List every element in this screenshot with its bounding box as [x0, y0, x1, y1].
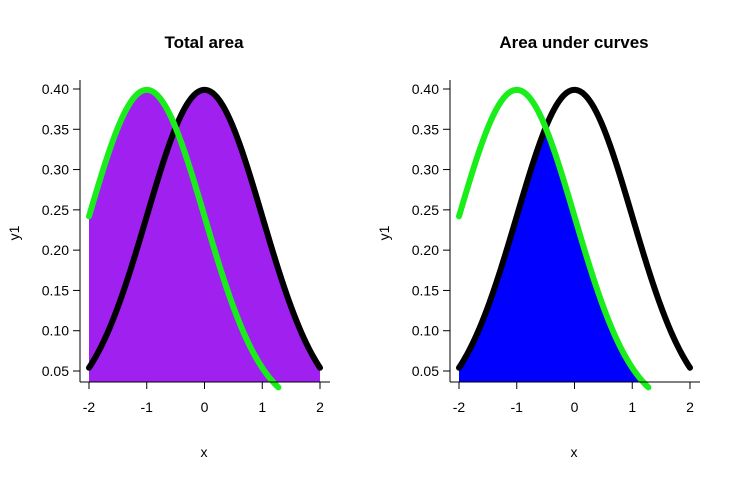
- y-tick-label: 0.30: [412, 162, 439, 178]
- filled-area: [89, 89, 320, 382]
- chart-area-under-curves: Area under curves x y1 -2 -1 0 1 2 0.05 0.10 0.…: [376, 33, 700, 460]
- y-tick-label: 0.35: [412, 121, 439, 137]
- y-tick-label: 0.40: [42, 81, 69, 97]
- y-tick-label: 0.05: [412, 363, 439, 379]
- y-tick-label: 0.10: [42, 323, 69, 339]
- x-tick-label: -2: [453, 399, 466, 415]
- plot-clip: [440, 382, 700, 423]
- plot-area: -2 -1 0 1 2 0.05 0.10 0.15 0.20 0.25 0.30 0.35 0.40: [42, 80, 330, 423]
- y-tick-label: 0.20: [42, 242, 69, 258]
- plot-area: -2 -1 0 1 2 0.05 0.10 0.15 0.20 0.25 0.30 0.35 0.40: [412, 80, 700, 423]
- x-tick-label: 0: [571, 399, 579, 415]
- y-tick-label: 0.15: [42, 282, 69, 298]
- x-tick-label: 1: [628, 399, 636, 415]
- y-tick-label: 0.05: [42, 363, 69, 379]
- chart-title: Total area: [164, 33, 244, 52]
- series-line-0: [456, 86, 693, 371]
- y-axis-label: y1: [376, 225, 392, 240]
- y-tick-label: 0.20: [412, 242, 439, 258]
- x-axis-label: x: [571, 444, 578, 460]
- y-tick-label: 0.25: [412, 202, 439, 218]
- y-tick-label: 0.35: [42, 121, 69, 137]
- x-tick-label: -2: [83, 399, 96, 415]
- chart-title: Area under curves: [499, 33, 648, 52]
- y-tick-label: 0.10: [412, 323, 439, 339]
- y-tick-label: 0.30: [42, 162, 69, 178]
- y-tick-label: 0.15: [412, 282, 439, 298]
- x-tick-label: -1: [511, 399, 524, 415]
- plot-clip: [70, 382, 330, 423]
- y-axis-label: y1: [6, 225, 22, 240]
- series-line-1: [86, 86, 282, 391]
- y-tick-label: 0.40: [412, 81, 439, 97]
- x-axis-label: x: [201, 444, 208, 460]
- x-tick-label: 0: [201, 399, 209, 415]
- x-tick-label: 2: [686, 399, 694, 415]
- x-tick-label: 1: [258, 399, 266, 415]
- filled-area: [459, 127, 690, 395]
- y-tick-label: 0.25: [42, 202, 69, 218]
- x-tick-label: 2: [316, 399, 324, 415]
- x-tick-label: -1: [141, 399, 154, 415]
- series-line-1: [456, 86, 652, 391]
- chart-total-area: Total area x y1 -2 -1 0 1 2 0.05 0.10 0.15 0.20 0…: [6, 33, 330, 460]
- series-line-0: [86, 86, 323, 371]
